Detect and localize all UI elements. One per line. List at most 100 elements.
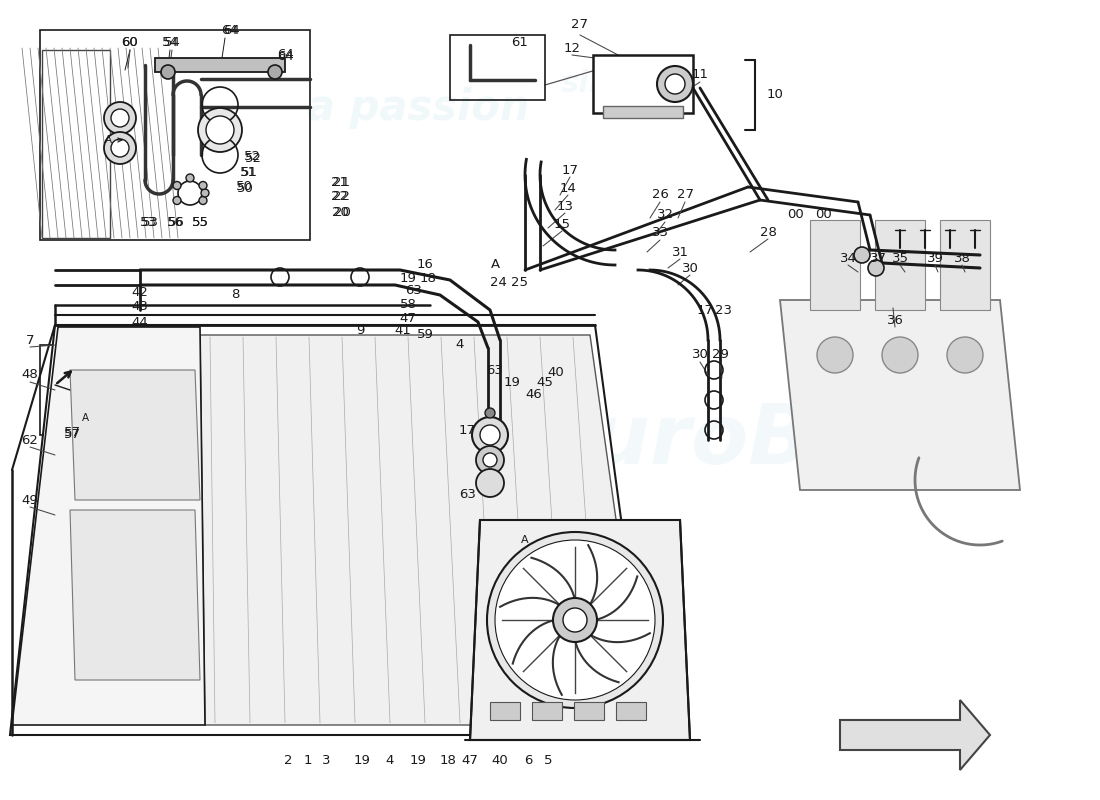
Text: 15: 15 bbox=[553, 218, 571, 230]
Text: a passion: a passion bbox=[307, 87, 529, 129]
Text: 35: 35 bbox=[891, 251, 909, 265]
Circle shape bbox=[199, 182, 207, 190]
Circle shape bbox=[173, 197, 182, 205]
Polygon shape bbox=[780, 300, 1020, 490]
Circle shape bbox=[198, 108, 242, 152]
Text: 22: 22 bbox=[333, 190, 351, 203]
Circle shape bbox=[666, 74, 685, 94]
Text: 22: 22 bbox=[331, 190, 349, 203]
Text: 57: 57 bbox=[64, 429, 80, 442]
Text: 21: 21 bbox=[331, 175, 349, 189]
Text: 26: 26 bbox=[651, 189, 669, 202]
Text: 21: 21 bbox=[333, 175, 351, 189]
Text: 47: 47 bbox=[462, 754, 478, 766]
Text: 17: 17 bbox=[696, 303, 714, 317]
Circle shape bbox=[104, 102, 136, 134]
Text: 19: 19 bbox=[409, 754, 427, 766]
Text: 10: 10 bbox=[767, 89, 783, 102]
Text: 7: 7 bbox=[25, 334, 34, 346]
Text: 55: 55 bbox=[191, 215, 209, 229]
Text: 46: 46 bbox=[526, 389, 542, 402]
Bar bbox=[40, 345, 170, 435]
Text: 62: 62 bbox=[22, 434, 38, 446]
Circle shape bbox=[476, 469, 504, 497]
Text: 6: 6 bbox=[524, 754, 532, 766]
Text: 19: 19 bbox=[399, 271, 417, 285]
Text: 27: 27 bbox=[572, 18, 588, 31]
Text: 47: 47 bbox=[399, 311, 417, 325]
Circle shape bbox=[480, 425, 501, 445]
Text: 45: 45 bbox=[537, 377, 553, 390]
Text: A: A bbox=[104, 135, 122, 145]
Text: 00: 00 bbox=[815, 209, 832, 222]
Text: 30: 30 bbox=[692, 349, 708, 362]
Text: 56: 56 bbox=[166, 217, 184, 230]
Circle shape bbox=[483, 453, 497, 467]
Text: 64: 64 bbox=[276, 49, 294, 62]
Text: 41: 41 bbox=[395, 323, 411, 337]
Bar bbox=[40, 30, 310, 240]
Text: 42: 42 bbox=[132, 286, 148, 298]
Text: 60: 60 bbox=[122, 35, 139, 49]
Circle shape bbox=[206, 116, 234, 144]
Text: 19: 19 bbox=[353, 754, 371, 766]
Circle shape bbox=[201, 189, 209, 197]
Text: 24: 24 bbox=[490, 275, 506, 289]
Text: 17: 17 bbox=[459, 423, 475, 437]
Text: 55: 55 bbox=[191, 217, 209, 230]
Text: 50: 50 bbox=[236, 182, 253, 194]
Text: 52: 52 bbox=[244, 151, 262, 165]
Circle shape bbox=[173, 182, 182, 190]
Text: 20: 20 bbox=[331, 206, 349, 218]
Text: 59: 59 bbox=[417, 329, 433, 342]
Bar bbox=[616, 702, 646, 720]
Text: 17: 17 bbox=[561, 163, 579, 177]
Bar bbox=[593, 55, 693, 113]
Text: 44: 44 bbox=[132, 315, 148, 329]
Text: 3: 3 bbox=[321, 754, 330, 766]
Circle shape bbox=[854, 247, 870, 263]
Text: 4: 4 bbox=[455, 338, 464, 351]
Text: 20: 20 bbox=[333, 206, 351, 218]
Circle shape bbox=[947, 337, 983, 373]
Circle shape bbox=[563, 608, 587, 632]
Circle shape bbox=[868, 260, 884, 276]
Text: 14: 14 bbox=[560, 182, 576, 194]
Text: 18: 18 bbox=[419, 271, 437, 285]
Text: 49: 49 bbox=[22, 494, 38, 506]
Text: 48: 48 bbox=[22, 369, 38, 382]
Text: 11: 11 bbox=[692, 69, 708, 82]
Polygon shape bbox=[470, 520, 690, 740]
Text: 63: 63 bbox=[406, 283, 422, 297]
Text: 64: 64 bbox=[223, 23, 241, 37]
Bar bbox=[490, 702, 520, 720]
Bar bbox=[155, 58, 285, 72]
Circle shape bbox=[476, 446, 504, 474]
Text: 56: 56 bbox=[167, 215, 185, 229]
Text: 61: 61 bbox=[512, 35, 528, 49]
Circle shape bbox=[485, 408, 495, 418]
Text: 29: 29 bbox=[712, 349, 728, 362]
Text: 63: 63 bbox=[460, 489, 476, 502]
Bar bbox=[532, 702, 562, 720]
Text: 1: 1 bbox=[304, 754, 312, 766]
Text: 43: 43 bbox=[132, 301, 148, 314]
Circle shape bbox=[268, 65, 282, 79]
Bar bbox=[574, 702, 604, 720]
Text: 39: 39 bbox=[926, 251, 944, 265]
Text: 64: 64 bbox=[276, 50, 294, 63]
Circle shape bbox=[111, 139, 129, 157]
Text: 54: 54 bbox=[164, 35, 180, 49]
Text: 40: 40 bbox=[548, 366, 564, 378]
Text: 53: 53 bbox=[142, 215, 158, 229]
Text: 34: 34 bbox=[839, 251, 857, 265]
Text: 51: 51 bbox=[240, 166, 256, 178]
Text: 38: 38 bbox=[954, 251, 970, 265]
Circle shape bbox=[104, 132, 136, 164]
Text: 50: 50 bbox=[235, 181, 252, 194]
Polygon shape bbox=[840, 700, 990, 770]
Circle shape bbox=[553, 598, 597, 642]
Polygon shape bbox=[200, 335, 645, 725]
Polygon shape bbox=[12, 327, 205, 725]
Polygon shape bbox=[70, 370, 200, 500]
